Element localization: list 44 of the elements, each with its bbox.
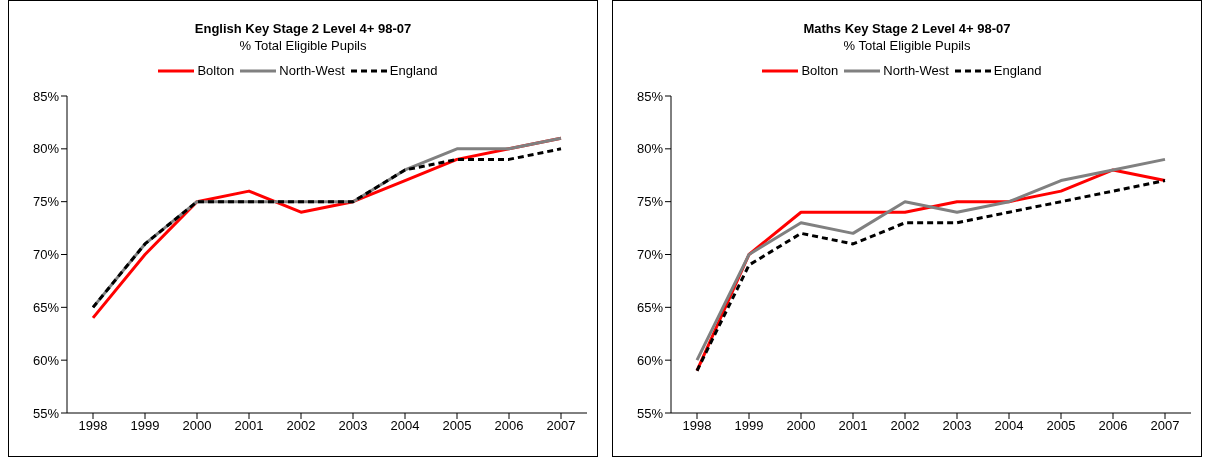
legend-label: England [389, 63, 438, 78]
chart-title: English Key Stage 2 Level 4+ 98-07 [193, 21, 413, 36]
y-tick-label: 60% [636, 352, 664, 368]
x-tick-label: 2007 [546, 418, 576, 434]
chart-subtitle: % Total Eligible Pupils [842, 38, 972, 53]
x-tick-label: 2003 [338, 418, 368, 434]
y-tick-label: 80% [636, 141, 664, 157]
x-tick-label: 1999 [734, 418, 764, 434]
chart-title: Maths Key Stage 2 Level 4+ 98-07 [802, 21, 1012, 36]
x-tick-label: 2000 [786, 418, 816, 434]
legend-label: England [993, 63, 1042, 78]
y-tick-label: 70% [636, 247, 664, 263]
x-tick-label: 2004 [390, 418, 420, 434]
x-tick-label: 2007 [1150, 418, 1180, 434]
x-tick-label: 2006 [1098, 418, 1128, 434]
x-tick-label: 2002 [890, 418, 920, 434]
x-tick-label: 1998 [78, 418, 108, 434]
y-tick-label: 60% [32, 352, 60, 368]
x-tick-label: 2002 [286, 418, 316, 434]
legend-label: Bolton [197, 63, 235, 78]
y-tick-label: 55% [636, 405, 664, 421]
y-tick-label: 85% [636, 88, 664, 104]
x-tick-label: 2006 [494, 418, 524, 434]
x-tick-label: 1999 [130, 418, 160, 434]
x-tick-label: 2001 [838, 418, 868, 434]
y-tick-label: 65% [32, 299, 60, 315]
legend-label: Bolton [801, 63, 839, 78]
y-tick-label: 75% [636, 194, 664, 210]
y-tick-label: 65% [636, 299, 664, 315]
y-tick-label: 85% [32, 88, 60, 104]
x-tick-label: 2005 [1046, 418, 1076, 434]
chart-subtitle: % Total Eligible Pupils [238, 38, 368, 53]
x-tick-label: 2000 [182, 418, 212, 434]
y-tick-label: 70% [32, 247, 60, 263]
legend-label: North-West [279, 63, 345, 78]
x-tick-label: 2005 [442, 418, 472, 434]
x-tick-label: 2004 [994, 418, 1024, 434]
y-tick-label: 80% [32, 141, 60, 157]
y-tick-label: 75% [32, 194, 60, 210]
x-tick-label: 1998 [682, 418, 712, 434]
y-tick-label: 55% [32, 405, 60, 421]
legend-label: North-West [883, 63, 949, 78]
x-tick-label: 2003 [942, 418, 972, 434]
x-tick-label: 2001 [234, 418, 264, 434]
